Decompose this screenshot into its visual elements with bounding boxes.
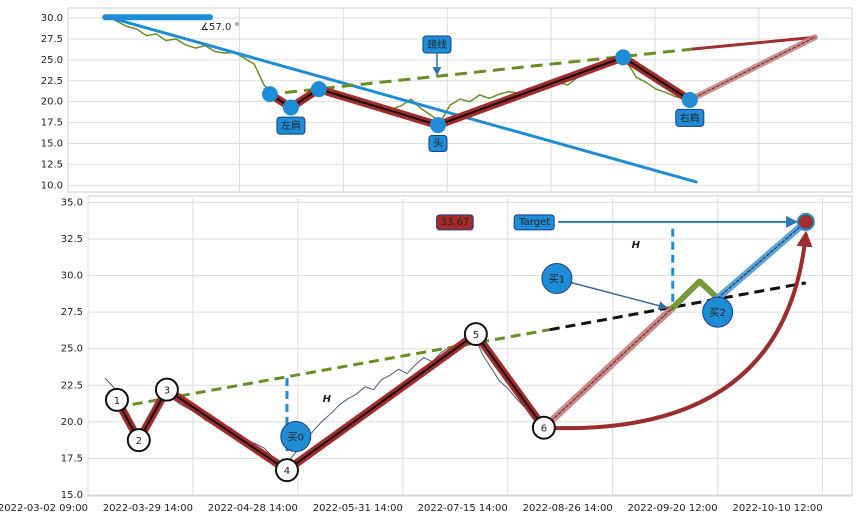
x-tick-label: 2022-03-29 14:00 [103,503,193,514]
pattern-point-label: 2 [136,436,142,447]
buy-label: 买2 [709,307,725,319]
pattern-point-label: 3 [164,386,170,397]
pattern-point [310,81,327,98]
target-value: 33.67 [441,217,470,228]
y-tick-label: 30.0 [41,13,63,24]
x-tick-label: 2022-03-02 09:00 [0,503,88,514]
projection-green [669,278,721,311]
pattern-label: 右肩 [680,111,700,124]
pattern-label: 头 [433,137,443,149]
y-tick-label: 32.5 [61,234,83,245]
neckline-extension [691,35,817,51]
x-tick-label: 2022-09-20 12:00 [628,503,718,514]
pattern-point [463,322,488,347]
y-tick-label: 20.0 [61,417,83,428]
projection-core [543,307,674,429]
height-label: H [632,240,641,251]
y-tick-label: 35.0 [61,197,83,208]
pattern-point [261,86,278,103]
pattern-point [154,377,179,402]
pattern-label-box [428,134,448,152]
projection-core [717,221,807,299]
y-tick-label: 17.5 [61,453,83,464]
buy-marker [280,420,312,452]
target-curve [543,230,813,431]
y-tick-label: 20.0 [41,97,63,108]
buy-label: 买1 [549,273,565,285]
pattern-point-label: 1 [114,396,120,407]
pattern-point [274,458,299,483]
pattern-point-label: 6 [541,424,547,435]
buy-marker [702,296,734,328]
pattern-point [429,117,446,134]
pattern-point [282,99,299,116]
trend-line [103,14,698,184]
target-point [796,212,815,231]
pattern-point [531,415,556,440]
buy-arrow [570,281,668,311]
pattern-point-label: 5 [473,330,479,341]
neckline [116,328,551,409]
pattern-label-box [675,108,705,127]
y-tick-label: 22.5 [61,380,83,391]
pattern-point [615,49,632,66]
projection-core [689,36,816,101]
y-tick-label: 27.5 [61,307,83,318]
y-tick-label: 12.5 [41,159,63,170]
pattern-point [104,387,129,412]
y-tick-label: 17.5 [41,118,63,129]
pattern-label-box [276,116,306,135]
x-tick-label: 2022-08-26 14:00 [523,503,613,514]
buy-label: 买0 [288,431,304,443]
y-tick-label: 15.0 [41,138,63,149]
y-tick-label: 25.0 [41,55,63,66]
height-label: H [323,394,332,405]
y-tick-label: 27.5 [41,34,63,45]
pattern-label: 左肩 [281,119,301,132]
target-label-box [513,214,555,231]
y-tick-label: 15.0 [61,490,83,501]
plot-area [87,195,853,497]
pattern-label: 颈线 [427,38,447,51]
target-value-box [436,214,474,231]
y-tick-label: 22.5 [41,76,63,87]
pattern-point [681,92,698,108]
x-tick-label: 2022-07-15 14:00 [418,503,508,514]
y-tick-label: 30.0 [61,271,83,282]
pattern-point-label: 4 [284,466,290,477]
x-tick-label: 2022-05-31 14:00 [313,503,403,514]
pattern-point [126,428,151,453]
buy-marker [541,262,573,294]
target-label: Target [518,217,550,228]
angle-label: ∡57.0 ° [200,22,239,33]
y-tick-label: 10.0 [41,180,63,191]
y-tick-label: 25.0 [61,344,83,355]
x-tick-label: 2022-04-28 14:00 [208,503,298,514]
x-tick-label: 2022-10-10 12:00 [732,503,822,514]
